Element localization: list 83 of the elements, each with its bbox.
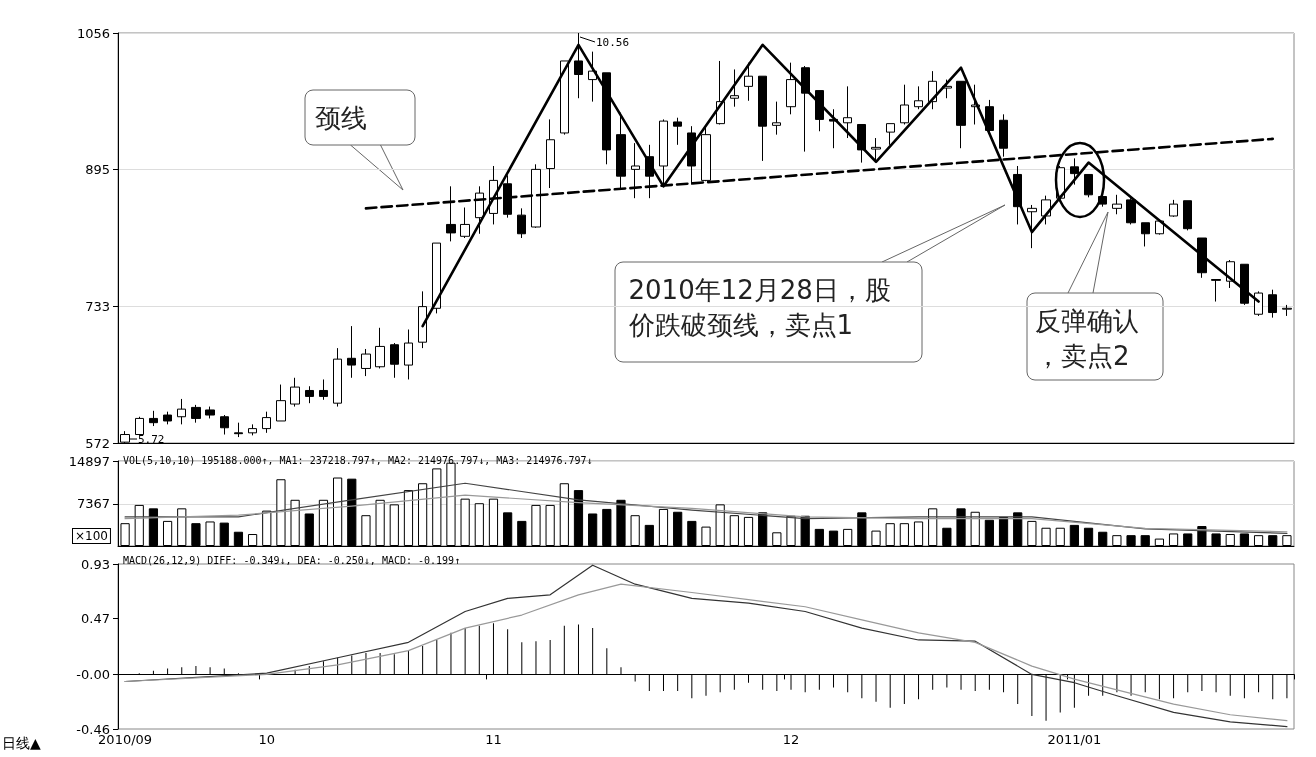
annotation: 5.72 <box>138 433 165 446</box>
candlestick <box>1282 304 1292 317</box>
candlestick <box>460 207 470 239</box>
candlestick <box>1027 204 1037 249</box>
y-tick-label: 0.93 <box>81 556 110 572</box>
y-axis-title: ×100 <box>75 529 108 543</box>
annotation: 10.56 <box>596 36 630 49</box>
y-tick-label: 572 <box>85 435 110 451</box>
candlestick <box>290 377 300 408</box>
candlestick <box>248 423 257 436</box>
candlestick <box>631 142 640 199</box>
y-tick-label: 895 <box>85 161 110 177</box>
candlestick <box>1070 157 1079 186</box>
y-tick-label: 733 <box>85 299 110 315</box>
candlestick <box>914 85 923 110</box>
candlestick <box>772 101 781 136</box>
candlestick <box>276 384 286 422</box>
candlestick <box>815 90 824 132</box>
chart-subtitle: MACD(26,12,9) DIFF: -0.349↓, DEA: -0.250↓, MACD: -0.199↑ <box>123 554 461 566</box>
candlestick <box>390 342 399 379</box>
x-tick-label: 12 <box>782 732 800 747</box>
candlestick <box>135 416 144 436</box>
candlestick <box>801 65 810 153</box>
candlestick <box>1268 289 1277 319</box>
x-tick-label: 10 <box>258 732 276 747</box>
line-series <box>124 482 1288 535</box>
candlestick <box>1141 222 1150 247</box>
candlestick <box>786 62 796 115</box>
candlestick <box>177 398 186 425</box>
candlestick <box>432 242 441 314</box>
candlestick <box>517 207 526 239</box>
candlestick <box>234 422 243 438</box>
candlestick <box>560 60 569 136</box>
candlestick <box>1197 237 1207 279</box>
candlestick <box>602 72 611 165</box>
text: 日线▲ <box>2 735 41 751</box>
candlestick <box>220 414 229 436</box>
candlestick <box>347 325 356 379</box>
candlestick <box>1183 200 1192 231</box>
candlestick <box>1240 263 1249 306</box>
candlestick <box>305 385 314 404</box>
candlestick <box>262 411 271 434</box>
chart-subtitle: VOL(5,10,10) 195188.000↑, MA1: 237218.797↑, MA2: 214976.797↓, MA3: 214976.797↓ <box>123 454 593 466</box>
line-series <box>124 583 1288 722</box>
candlestick <box>1084 173 1093 198</box>
candlestick <box>205 406 215 419</box>
annotation: 2010年12月28日，股价跌破颈线，卖点1 <box>627 274 891 340</box>
annotation: 反弹确认，卖点2 <box>1035 305 1139 371</box>
candlestick <box>673 117 682 146</box>
candlestick <box>319 378 328 401</box>
candlestick <box>361 348 371 377</box>
candlestick <box>659 118 668 187</box>
candlestick <box>829 108 838 149</box>
candlestick <box>1112 194 1122 215</box>
candlestick <box>1126 197 1136 225</box>
candlestick <box>900 84 909 125</box>
candlestick <box>375 327 385 369</box>
candlestick <box>886 123 895 146</box>
y-tick-label: 14897 <box>68 453 110 469</box>
annotation: 颈线 <box>315 102 367 133</box>
candlestick <box>843 85 852 139</box>
line-series <box>124 494 1288 533</box>
x-tick-label: 11 <box>485 732 502 747</box>
candlestick <box>857 123 866 164</box>
y-tick-label: 1056 <box>76 25 110 41</box>
y-tick-label: 0.47 <box>81 611 110 627</box>
candlestick <box>758 75 767 162</box>
candlestick <box>1169 199 1178 218</box>
x-tick-label: 2011/01 <box>1047 732 1102 747</box>
candlestick <box>404 328 413 380</box>
candlestick <box>971 84 980 125</box>
candlestick <box>149 410 158 427</box>
candlestick <box>730 68 739 108</box>
y-tick-label: -0.00 <box>76 666 110 682</box>
candlestick <box>871 137 881 162</box>
candlestick <box>191 404 201 424</box>
candlestick <box>163 411 172 425</box>
candlestick <box>1211 279 1221 303</box>
candlestick <box>546 118 555 189</box>
candlestick <box>333 347 342 408</box>
x-tick-label: 2010/09 <box>98 732 153 747</box>
candlestick <box>956 80 966 149</box>
y-tick-label: 7367 <box>76 496 110 512</box>
